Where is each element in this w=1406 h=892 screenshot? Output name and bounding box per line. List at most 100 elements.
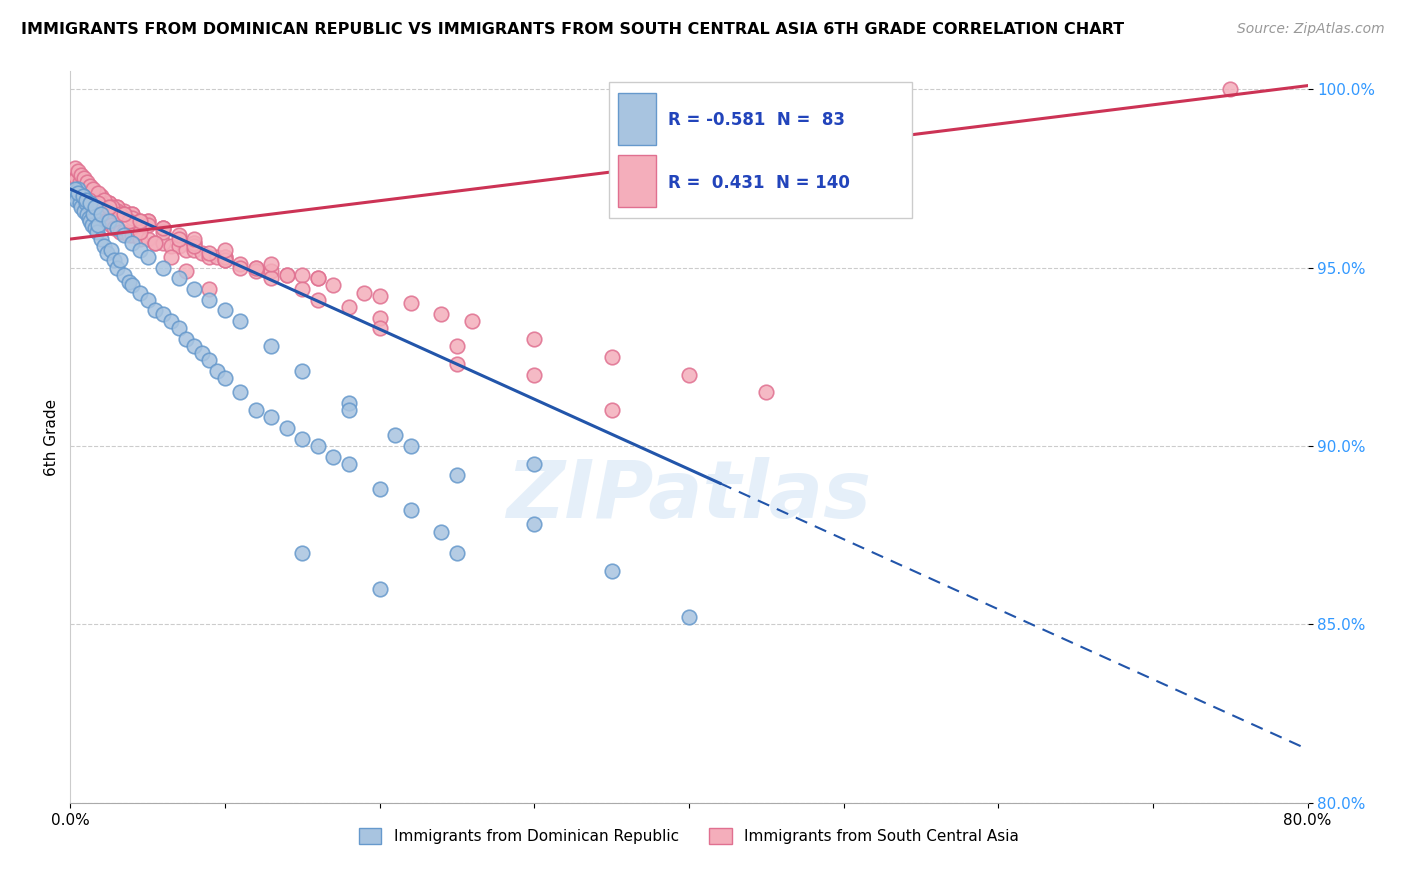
Point xyxy=(80,218,103,232)
Point xyxy=(337,403,360,417)
Point xyxy=(337,396,360,410)
Point xyxy=(183,235,205,250)
Point xyxy=(207,364,229,378)
Point xyxy=(75,196,97,211)
Point xyxy=(152,235,174,250)
Point xyxy=(600,403,623,417)
Point xyxy=(105,200,128,214)
Point xyxy=(90,232,112,246)
Point xyxy=(174,243,197,257)
Point xyxy=(152,221,174,235)
Point xyxy=(118,275,141,289)
Point xyxy=(114,228,135,243)
Point xyxy=(87,196,110,211)
Point xyxy=(118,214,141,228)
Point xyxy=(69,175,91,189)
Point xyxy=(291,546,314,560)
Point xyxy=(322,278,344,293)
Point xyxy=(129,243,152,257)
Point xyxy=(291,432,314,446)
Point xyxy=(79,196,101,211)
Point xyxy=(307,271,329,285)
Point xyxy=(260,410,283,425)
Point xyxy=(136,293,159,307)
Point xyxy=(229,260,252,275)
Point xyxy=(114,225,135,239)
Point xyxy=(136,214,159,228)
Point xyxy=(183,235,205,250)
Point xyxy=(260,264,283,278)
Point xyxy=(260,339,283,353)
Point xyxy=(62,182,84,196)
Point xyxy=(174,332,197,346)
Point xyxy=(136,250,159,264)
Point xyxy=(67,182,90,196)
Point xyxy=(276,421,298,435)
Point xyxy=(118,228,141,243)
Point xyxy=(214,250,236,264)
Point xyxy=(65,193,87,207)
Point xyxy=(167,232,190,246)
Point xyxy=(245,260,267,275)
Point xyxy=(100,243,122,257)
Point xyxy=(368,482,391,496)
Point xyxy=(523,457,546,471)
Point xyxy=(87,218,110,232)
Bar xyxy=(619,155,655,207)
Point xyxy=(129,214,152,228)
Point xyxy=(152,221,174,235)
Point xyxy=(136,232,159,246)
Point xyxy=(105,260,128,275)
Point xyxy=(87,186,110,200)
Point xyxy=(72,189,94,203)
Point xyxy=(183,239,205,253)
Point xyxy=(65,171,87,186)
Point xyxy=(108,207,131,221)
Point xyxy=(76,175,98,189)
Point xyxy=(167,321,190,335)
Point xyxy=(84,186,107,200)
Point xyxy=(84,221,107,235)
Point xyxy=(84,200,107,214)
Point xyxy=(82,200,105,214)
Point xyxy=(229,314,252,328)
Point xyxy=(96,214,118,228)
Point xyxy=(79,178,101,193)
Point xyxy=(214,303,236,318)
Point xyxy=(523,517,546,532)
Point xyxy=(145,303,166,318)
Text: IMMIGRANTS FROM DOMINICAN REPUBLIC VS IMMIGRANTS FROM SOUTH CENTRAL ASIA 6TH GRA: IMMIGRANTS FROM DOMINICAN REPUBLIC VS IM… xyxy=(21,22,1125,37)
Point xyxy=(291,364,314,378)
Point xyxy=(214,253,236,268)
Point xyxy=(129,214,152,228)
Point xyxy=(103,221,125,235)
Point xyxy=(72,189,94,203)
Point xyxy=(98,214,120,228)
Point xyxy=(90,196,112,211)
Point xyxy=(70,200,93,214)
Point xyxy=(145,235,166,250)
Point xyxy=(72,178,94,193)
Bar xyxy=(619,94,655,145)
Point xyxy=(430,524,453,539)
Point xyxy=(121,235,143,250)
Point xyxy=(160,314,183,328)
Point xyxy=(90,207,112,221)
Point xyxy=(86,225,108,239)
Point xyxy=(108,253,131,268)
Point xyxy=(77,182,100,196)
Point xyxy=(100,218,122,232)
Point xyxy=(446,339,468,353)
Point xyxy=(76,207,98,221)
Point xyxy=(461,314,484,328)
Point xyxy=(183,232,205,246)
Point xyxy=(73,203,96,218)
Point xyxy=(399,503,422,517)
Point xyxy=(62,168,84,182)
Point xyxy=(600,564,623,578)
Point xyxy=(105,221,128,235)
Point xyxy=(337,300,360,314)
Text: R = -0.581  N =  83: R = -0.581 N = 83 xyxy=(668,112,845,129)
Point xyxy=(72,193,94,207)
Point xyxy=(291,282,314,296)
